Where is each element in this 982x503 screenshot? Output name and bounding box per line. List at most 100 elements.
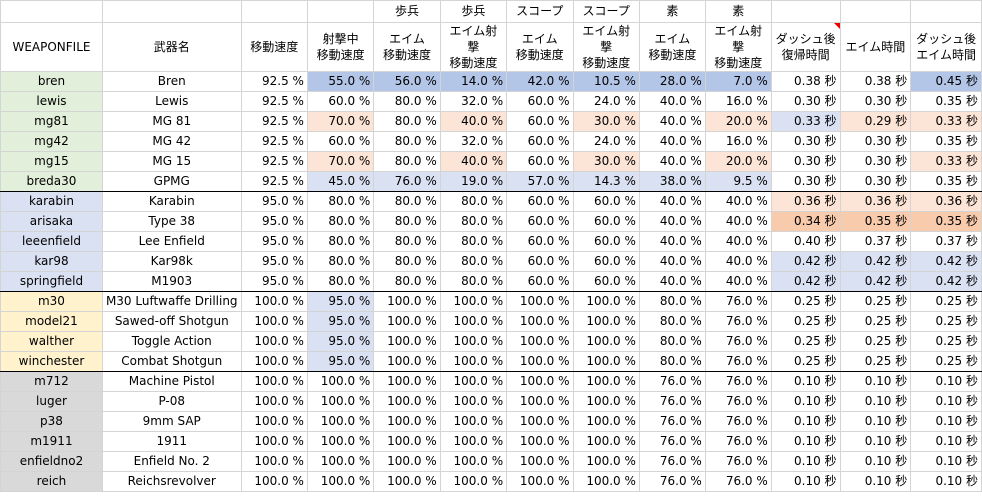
stat-cell[interactable]: 20.0 % (704, 111, 772, 132)
stat-cell[interactable]: 80.0 % (373, 231, 441, 252)
stat-cell[interactable]: 100.0 % (373, 331, 441, 352)
stat-cell[interactable]: 92.5 % (240, 71, 308, 92)
stat-cell[interactable]: 100.0 % (506, 471, 574, 492)
stat-cell[interactable]: 60.0 % (506, 271, 574, 292)
stat-cell[interactable]: 0.10 秒 (770, 371, 841, 392)
stat-cell[interactable]: 60.0 % (506, 91, 574, 112)
stat-cell[interactable]: 76.0 % (704, 371, 772, 392)
stat-cell[interactable]: 28.0 % (638, 71, 706, 92)
stat-cell[interactable]: 100.0 % (306, 451, 375, 472)
header-group-cell[interactable] (839, 0, 912, 23)
stat-cell[interactable]: 95.0 % (240, 251, 308, 272)
weaponfile-cell[interactable]: p38 (0, 411, 103, 432)
weaponfile-cell[interactable]: lewis (0, 91, 103, 112)
stat-cell[interactable]: 100.0 % (439, 391, 508, 412)
stat-cell[interactable]: 60.0 % (506, 211, 574, 232)
stat-cell[interactable]: 76.0 % (373, 171, 441, 192)
stat-cell[interactable]: 76.0 % (638, 371, 706, 392)
stat-cell[interactable]: 100.0 % (439, 451, 508, 472)
stat-cell[interactable]: 80.0 % (373, 191, 441, 212)
column-header[interactable]: 移動速度 (240, 22, 308, 72)
stat-cell[interactable]: 0.30 秒 (839, 91, 912, 112)
stat-cell[interactable]: 100.0 % (506, 411, 574, 432)
stat-cell[interactable]: 0.10 秒 (839, 431, 912, 452)
header-group-cell[interactable]: 素 (704, 0, 772, 23)
stat-cell[interactable]: 0.33 秒 (910, 111, 982, 132)
stat-cell[interactable]: 80.0 % (306, 211, 375, 232)
stat-cell[interactable]: 60.0 % (306, 91, 375, 112)
stat-cell[interactable]: 100.0 % (240, 331, 308, 352)
stat-cell[interactable]: 100.0 % (506, 351, 574, 372)
stat-cell[interactable]: 40.0 % (638, 131, 706, 152)
stat-cell[interactable]: 100.0 % (240, 411, 308, 432)
column-header[interactable]: エイム射撃 移動速度 (439, 22, 508, 72)
weaponfile-cell[interactable]: reich (0, 471, 103, 492)
stat-cell[interactable]: 100.0 % (240, 371, 308, 392)
stat-cell[interactable]: 0.30 秒 (770, 151, 841, 172)
stat-cell[interactable]: 32.0 % (439, 131, 508, 152)
stat-cell[interactable]: 100.0 % (240, 431, 308, 452)
stat-cell[interactable]: 100.0 % (572, 351, 640, 372)
stat-cell[interactable]: 19.0 % (439, 171, 508, 192)
stat-cell[interactable]: 100.0 % (306, 371, 375, 392)
stat-cell[interactable]: 0.33 秒 (770, 111, 841, 132)
weapon-name-cell[interactable]: Toggle Action (101, 331, 242, 352)
weaponfile-cell[interactable]: mg15 (0, 151, 103, 172)
weaponfile-cell[interactable]: kar98 (0, 251, 103, 272)
stat-cell[interactable]: 95.0 % (306, 331, 375, 352)
stat-cell[interactable]: 0.35 秒 (910, 91, 982, 112)
stat-cell[interactable]: 40.0 % (439, 111, 508, 132)
stat-cell[interactable]: 40.0 % (704, 191, 772, 212)
stat-cell[interactable]: 45.0 % (306, 171, 375, 192)
stat-cell[interactable]: 0.35 秒 (839, 211, 912, 232)
stat-cell[interactable]: 100.0 % (572, 471, 640, 492)
weapon-name-cell[interactable]: Machine Pistol (101, 371, 242, 392)
header-group-cell[interactable] (770, 0, 841, 23)
stat-cell[interactable]: 80.0 % (306, 191, 375, 212)
weapon-name-cell[interactable]: 9mm SAP (101, 411, 242, 432)
weapon-name-cell[interactable]: M30 Luftwaffe Drilling (101, 291, 242, 312)
stat-cell[interactable]: 80.0 % (373, 151, 441, 172)
column-header[interactable]: エイム射撃 移動速度 (704, 22, 772, 72)
stat-cell[interactable]: 30.0 % (572, 151, 640, 172)
weapon-name-cell[interactable]: 1911 (101, 431, 242, 452)
stat-cell[interactable]: 7.0 % (704, 71, 772, 92)
stat-cell[interactable]: 0.35 秒 (910, 131, 982, 152)
stat-cell[interactable]: 100.0 % (572, 391, 640, 412)
stat-cell[interactable]: 40.0 % (638, 211, 706, 232)
stat-cell[interactable]: 80.0 % (373, 111, 441, 132)
stat-cell[interactable]: 80.0 % (638, 331, 706, 352)
stat-cell[interactable]: 0.38 秒 (770, 71, 841, 92)
stat-cell[interactable]: 80.0 % (306, 251, 375, 272)
stat-cell[interactable]: 40.0 % (704, 271, 772, 292)
stat-cell[interactable]: 60.0 % (572, 251, 640, 272)
stat-cell[interactable]: 100.0 % (373, 351, 441, 372)
stat-cell[interactable]: 0.10 秒 (770, 471, 841, 492)
weapon-name-cell[interactable]: Enfield No. 2 (101, 451, 242, 472)
stat-cell[interactable]: 100.0 % (373, 311, 441, 332)
stat-cell[interactable]: 95.0 % (306, 311, 375, 332)
stat-cell[interactable]: 0.10 秒 (770, 431, 841, 452)
stat-cell[interactable]: 92.5 % (240, 111, 308, 132)
stat-cell[interactable]: 100.0 % (373, 391, 441, 412)
weaponfile-cell[interactable]: springfield (0, 271, 103, 292)
stat-cell[interactable]: 0.25 秒 (770, 311, 841, 332)
stat-cell[interactable]: 56.0 % (373, 71, 441, 92)
stat-cell[interactable]: 0.10 秒 (839, 391, 912, 412)
stat-cell[interactable]: 100.0 % (373, 411, 441, 432)
stat-cell[interactable]: 60.0 % (506, 131, 574, 152)
stat-cell[interactable]: 42.0 % (506, 71, 574, 92)
weapon-name-cell[interactable]: Kar98k (101, 251, 242, 272)
stat-cell[interactable]: 0.30 秒 (770, 171, 841, 192)
column-header[interactable]: エイム射撃 移動速度 (572, 22, 640, 72)
stat-cell[interactable]: 80.0 % (373, 131, 441, 152)
stat-cell[interactable]: 76.0 % (704, 331, 772, 352)
stat-cell[interactable]: 0.36 秒 (910, 191, 982, 212)
stat-cell[interactable]: 76.0 % (704, 311, 772, 332)
stat-cell[interactable]: 0.37 秒 (910, 231, 982, 252)
stat-cell[interactable]: 76.0 % (704, 471, 772, 492)
stat-cell[interactable]: 55.0 % (306, 71, 375, 92)
stat-cell[interactable]: 95.0 % (306, 291, 375, 312)
weapon-name-cell[interactable]: GPMG (101, 171, 242, 192)
stat-cell[interactable]: 80.0 % (439, 251, 508, 272)
